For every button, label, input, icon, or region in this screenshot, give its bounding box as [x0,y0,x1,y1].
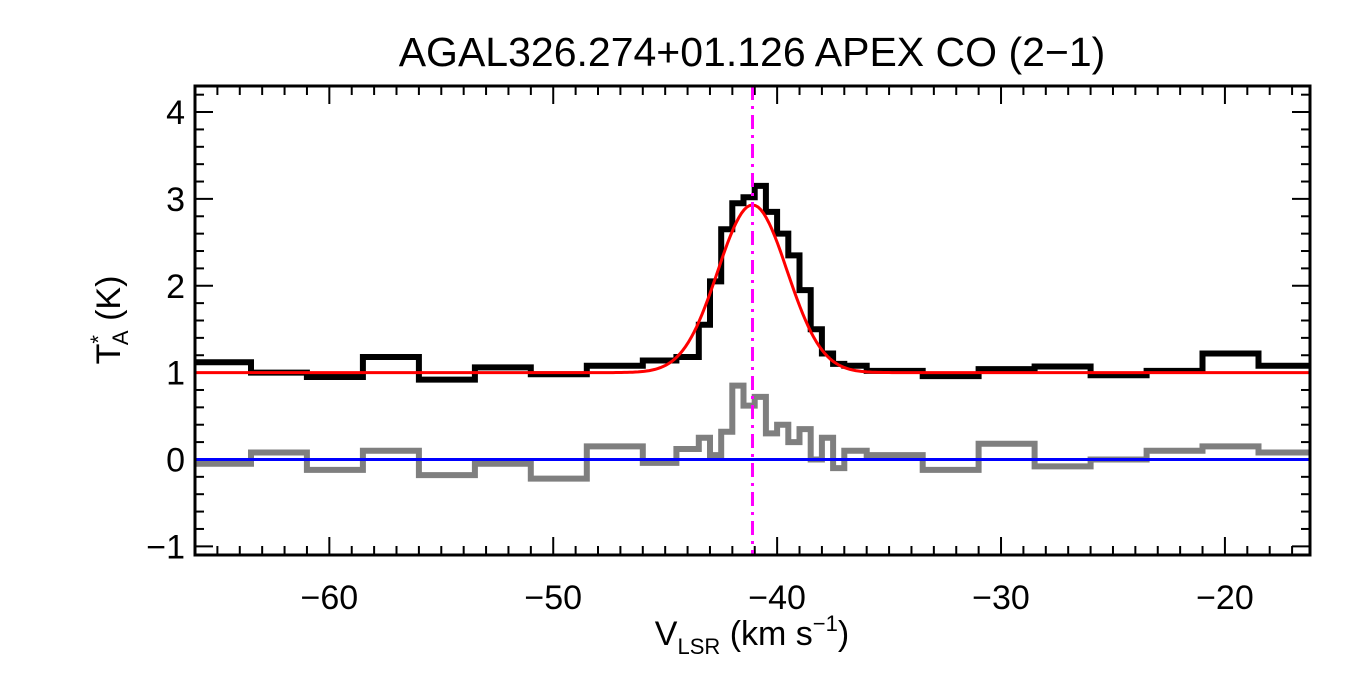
x-tick-label: −40 [748,579,806,617]
x-label-sup: −1 [813,611,838,636]
observed-spectrum-line [195,182,1310,383]
y-axis-label: T*A (K) [86,276,133,365]
y-label-sub: A [108,330,133,345]
y-label-rest: (K) [90,276,128,331]
x-axis-label: VLSR (km s−1) [655,611,849,659]
residual-spectrum-line [195,382,1310,482]
x-tick-label: −30 [972,579,1030,617]
y-tick-label: 0 [166,441,185,479]
chart-title: AGAL326.274+01.126 APEX CO (2−1) [399,29,1106,75]
x-tick-labels: −60 −50 −40 −30 −20 [300,579,1253,617]
x-label-rest: (km s [720,615,813,653]
y-tick-label: 1 [166,355,185,393]
y-label-sup: * [86,335,111,344]
x-tick-label: −50 [524,579,582,617]
y-tick-label: 3 [166,181,185,219]
y-label-main: T [90,344,128,365]
plot-frame [193,84,1312,557]
x-tick-label: −20 [1196,579,1254,617]
y-tick-label: −1 [146,528,185,566]
x-label-main: V [655,615,678,653]
y-tick-label: 2 [166,268,185,306]
y-tick-labels: −1 0 1 2 3 4 [146,94,185,566]
x-label-sub: LSR [677,634,720,659]
x-tick-label: −60 [300,579,358,617]
plot-area [195,86,1310,555]
y-tick-label: 4 [166,94,185,132]
x-label-close: ) [838,615,849,653]
